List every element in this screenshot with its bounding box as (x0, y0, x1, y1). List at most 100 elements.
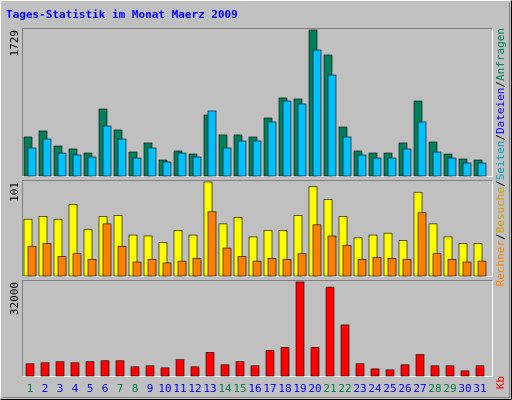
bar (340, 324, 350, 377)
bar (130, 366, 140, 377)
x-tick-label: 17 (263, 382, 276, 395)
bar (265, 350, 275, 377)
x-tick-label: 28 (428, 382, 441, 395)
bar (117, 138, 127, 177)
bar (462, 162, 472, 177)
bar (280, 347, 290, 377)
bar (27, 245, 37, 277)
bar (357, 258, 367, 277)
bar (297, 253, 307, 277)
bar (417, 212, 427, 277)
legend-entry: Kb (494, 376, 507, 389)
x-tick-label: 29 (443, 382, 456, 395)
bar (115, 360, 125, 377)
bar (72, 154, 82, 177)
bar (327, 74, 337, 177)
bar (205, 352, 215, 377)
bar (87, 156, 97, 177)
panel-border-light (22, 28, 493, 177)
bar (295, 281, 305, 377)
bar (207, 110, 217, 177)
x-tick-label: 9 (147, 382, 154, 395)
chart-title: Tages-Statistik im Monat Maerz 2009 (6, 8, 238, 21)
bar (312, 224, 322, 277)
x-tick-label: 21 (323, 382, 336, 395)
bar (387, 258, 397, 277)
x-tick-label: 23 (353, 382, 366, 395)
bar (460, 370, 470, 377)
x-tick-label: 30 (458, 382, 471, 395)
bar (25, 363, 35, 377)
y-tick-label: 32000 (8, 282, 21, 315)
legend-entry: Anfragen (494, 28, 507, 81)
bar (312, 49, 322, 177)
bar (415, 354, 425, 377)
bar (102, 125, 112, 177)
bar (237, 140, 247, 177)
x-tick-label: 12 (188, 382, 201, 395)
legend-entry: Rechner (494, 240, 507, 287)
panel-border-dark (22, 180, 493, 277)
bar (57, 256, 67, 277)
bar (42, 243, 52, 277)
legend: Rechner/Besuche/Seiten/Dateien/Anfragen (494, 28, 507, 286)
bar (357, 154, 367, 177)
bar (372, 257, 382, 277)
bar (282, 100, 292, 177)
bar (387, 157, 397, 177)
x-tick-label: 3 (57, 382, 64, 395)
bar (27, 147, 37, 177)
x-tick-label: 11 (173, 382, 186, 395)
bar (222, 247, 232, 277)
x-tick-label: 20 (308, 382, 321, 395)
bar (132, 261, 142, 277)
bar (222, 147, 232, 177)
legend-separator: / (494, 233, 507, 240)
bar (252, 260, 262, 277)
x-tick-label: 31 (473, 382, 486, 395)
x-tick-label: 14 (218, 382, 232, 395)
bar (190, 366, 200, 377)
x-tick-label: 16 (248, 382, 261, 395)
bar (42, 138, 52, 177)
bar (477, 260, 487, 277)
bar (400, 364, 410, 377)
bar (325, 286, 335, 377)
bar (70, 362, 80, 377)
bar (147, 258, 157, 277)
bar (145, 365, 155, 377)
bar (462, 261, 472, 277)
bar (342, 136, 352, 177)
bar (282, 258, 292, 277)
bar (55, 361, 65, 377)
panel-border-dark (22, 28, 493, 177)
legend-entry: Dateien (494, 88, 507, 134)
bar (87, 258, 97, 277)
bar (72, 253, 82, 277)
bar (432, 151, 442, 177)
bar (475, 365, 485, 377)
x-tick-label: 10 (158, 382, 171, 395)
bar (310, 347, 320, 377)
bar (40, 362, 50, 377)
bar (102, 223, 112, 277)
bar (192, 258, 202, 277)
bar (445, 365, 455, 377)
bar (117, 245, 127, 277)
x-tick-label: 27 (413, 382, 426, 395)
bar (355, 363, 365, 377)
bar (417, 121, 427, 177)
x-tick-label: 15 (233, 382, 246, 395)
legend-entry: Seiten (494, 141, 507, 181)
x-tick-label: 6 (102, 382, 109, 395)
y-tick-label: 1729 (8, 30, 21, 57)
bar (235, 361, 245, 377)
bar (237, 256, 247, 277)
bar (385, 369, 395, 377)
x-tick-label: 13 (203, 382, 216, 395)
x-tick-label: 25 (383, 382, 396, 395)
bar (100, 360, 110, 377)
